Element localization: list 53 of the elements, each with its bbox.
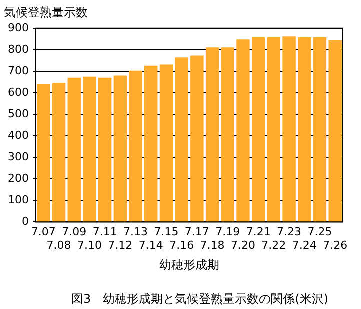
bar: [282, 36, 296, 222]
bar: [37, 84, 50, 222]
y-tick-label: 600: [8, 86, 29, 99]
bar: [328, 40, 342, 222]
x-tick-label: 7.11: [92, 226, 118, 239]
bar: [52, 83, 66, 222]
y-tick-label: 700: [8, 64, 29, 78]
y-tick-label: 900: [8, 21, 29, 34]
bar: [160, 64, 174, 222]
x-tick-label: 7.12: [108, 238, 133, 252]
y-tick-label: 0: [22, 215, 29, 228]
bar: [83, 76, 96, 222]
bar: [252, 37, 266, 222]
x-tick-label: 7.19: [216, 226, 240, 239]
y-tick-label: 100: [8, 194, 29, 207]
x-tick-label: 7.14: [138, 238, 164, 252]
caption: 図3 幼穂形成期と気候登熟量示数の関係(米沢): [72, 292, 328, 306]
x-axis-title: 幼穂形成期: [160, 258, 220, 272]
bar: [313, 37, 327, 222]
x-tick-label: 7.21: [246, 226, 271, 239]
bar: [144, 66, 158, 222]
x-tick-label: 7.26: [323, 238, 348, 252]
bar: [206, 48, 220, 222]
bar: [98, 78, 112, 222]
x-tick-label: 7.24: [292, 238, 317, 252]
x-tick-label: 7.25: [308, 226, 332, 239]
bar: [190, 56, 204, 222]
bar: [68, 78, 81, 222]
x-tick-label: 7.15: [154, 226, 179, 239]
y-tick-label: 300: [8, 150, 29, 164]
bar: [267, 37, 281, 222]
chart-title: 気候登熟量示数: [4, 5, 88, 20]
bar: [298, 37, 312, 222]
y-tick-label: 200: [8, 172, 29, 185]
x-tick-label: 7.09: [62, 226, 87, 239]
x-tick-label: 7.17: [184, 226, 210, 239]
y-tick-label: 800: [8, 42, 29, 56]
bar: [114, 76, 128, 222]
x-tick-label: 7.20: [230, 238, 256, 252]
x-tick-label: 7.23: [277, 226, 302, 239]
bar: [236, 40, 250, 222]
x-tick-label: 7.10: [77, 238, 102, 252]
bar: [175, 58, 188, 222]
x-tick-label: 7.08: [46, 238, 72, 252]
y-tick-label: 400: [8, 128, 29, 142]
x-tick-label: 7.18: [200, 238, 225, 252]
x-tick-label: 7.13: [124, 226, 148, 239]
x-tick-label: 7.07: [31, 226, 56, 239]
x-tick-label: 7.16: [170, 238, 194, 252]
x-tick-label: 7.22: [262, 238, 286, 252]
bar: [221, 48, 234, 222]
y-tick-label: 500: [8, 107, 29, 120]
bar: [129, 70, 142, 222]
